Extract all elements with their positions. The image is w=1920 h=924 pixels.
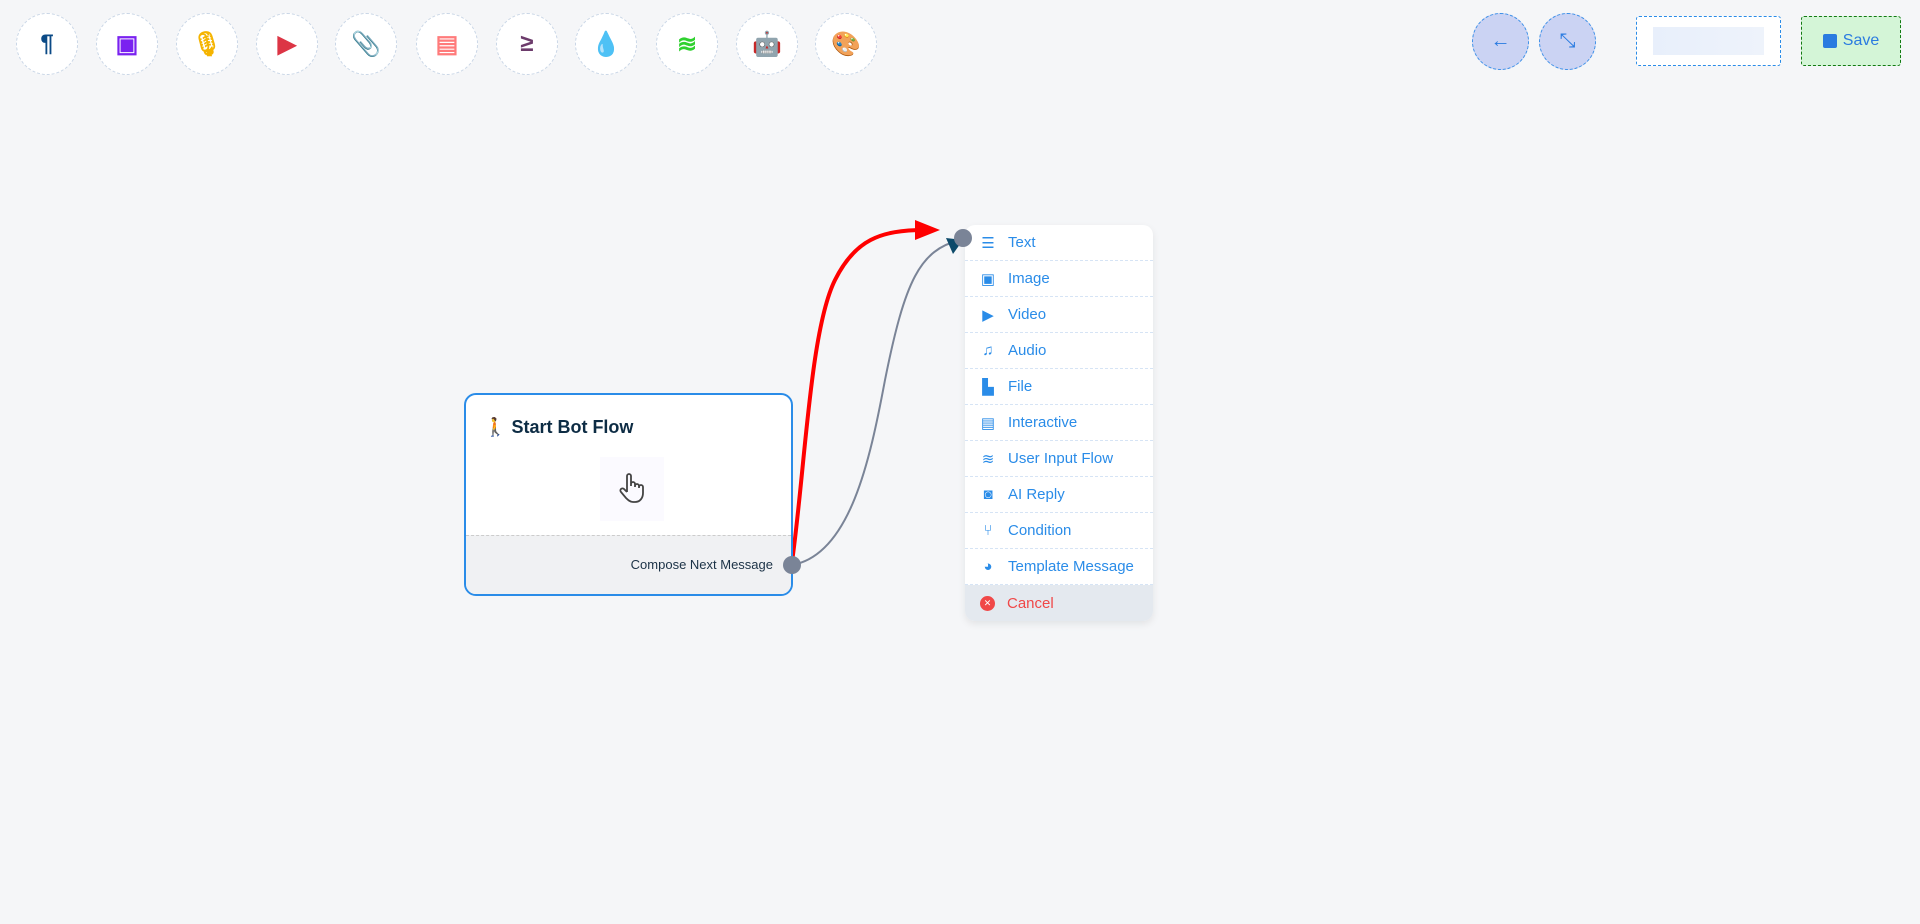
- greater-equal-icon: ≥: [520, 30, 534, 57]
- menu-item-label: File: [1008, 378, 1033, 395]
- save-label: Save: [1842, 32, 1880, 49]
- menu-item-label: Condition: [1008, 522, 1072, 539]
- tool-button-image[interactable]: ▣: [96, 13, 158, 75]
- palette-icon: 🎨: [831, 30, 861, 58]
- menu-item-audio[interactable]: ♫ Audio: [965, 333, 1153, 369]
- menu-item-label: User Input Flow: [1008, 450, 1114, 467]
- compress-button[interactable]: ⤡: [1539, 13, 1596, 70]
- flow-name-input[interactable]: [1653, 27, 1764, 55]
- file-icon: ▙: [982, 378, 994, 396]
- tool-button-newspaper[interactable]: ▤: [416, 13, 478, 75]
- newspaper-icon: ▤: [435, 30, 459, 58]
- text-icon: ☰: [981, 234, 995, 252]
- tool-button-youtube[interactable]: ▶: [256, 13, 318, 75]
- image-icon: ▣: [115, 30, 139, 58]
- edge[interactable]: [791, 239, 961, 566]
- back-button[interactable]: ←: [1472, 13, 1529, 70]
- arrow-left-icon: ←: [1490, 30, 1511, 52]
- menu-item-condition[interactable]: ⑂ Condition: [965, 513, 1153, 549]
- tool-button-greater-equal[interactable]: ≥: [496, 13, 558, 75]
- floppy-disk-icon: [1822, 34, 1837, 48]
- cancel-label: Cancel: [1007, 594, 1054, 612]
- menu-item-label: Interactive: [1008, 414, 1078, 431]
- node-title: Start Bot Flow: [511, 417, 634, 437]
- edge-active[interactable]: [790, 228, 926, 563]
- flow-name-field[interactable]: [1636, 16, 1781, 66]
- start-bot-flow-node[interactable]: 🚶 Start Bot Flow Compose Next Message: [464, 393, 793, 596]
- menu-item-label: Image: [1008, 270, 1050, 287]
- audio-icon: ♫: [982, 342, 994, 359]
- user-input-flow-icon: ≋: [981, 450, 995, 468]
- ai-reply-icon: ◙: [983, 486, 993, 503]
- interactive-icon: ▤: [980, 414, 996, 432]
- tool-button-paperclip[interactable]: 📎: [335, 13, 397, 75]
- tool-button-microphone[interactable]: 🎙: [176, 13, 238, 75]
- microphone-icon: 🎙: [191, 30, 223, 58]
- compress-icon: ⤡: [1559, 30, 1576, 52]
- image-icon: ▣: [980, 270, 996, 288]
- edge-active-arrowhead: [915, 220, 940, 240]
- menu-item-user-input-flow[interactable]: ≋ User Input Flow: [965, 441, 1153, 477]
- input-handle[interactable]: [954, 229, 972, 247]
- pointer-hand-icon: [600, 457, 664, 521]
- robot-icon: 🤖: [752, 30, 782, 58]
- paperclip-icon: 📎: [351, 30, 381, 58]
- menu-item-template-message[interactable]: ◕ Template Message: [965, 549, 1153, 585]
- message-type-menu: ☰ Text ▣ Image ▶ Video ♫ Audio ▙ File ▤ Interactive…: [965, 225, 1153, 621]
- tool-button-robot[interactable]: 🤖: [736, 13, 798, 75]
- tool-button-droplet[interactable]: 💧: [575, 13, 637, 75]
- menu-item-label: Video: [1008, 306, 1047, 323]
- template-message-icon: ◕: [983, 558, 993, 575]
- tool-button-palette[interactable]: 🎨: [815, 13, 877, 75]
- node-title-wrap: 🚶 Start Bot Flow: [484, 417, 633, 438]
- menu-item-video[interactable]: ▶ Video: [965, 297, 1153, 333]
- output-handle[interactable]: [783, 556, 801, 574]
- stack-icon: ≋: [676, 30, 698, 58]
- menu-item-file[interactable]: ▙ File: [965, 369, 1153, 405]
- compose-next-message-label: Compose Next Message: [630, 557, 773, 572]
- tool-button-stack[interactable]: ≋: [656, 13, 718, 75]
- node-footer: Compose Next Message: [466, 535, 791, 594]
- paragraph-icon: ¶: [40, 30, 54, 57]
- video-icon: ▶: [982, 306, 994, 324]
- menu-item-label: Template Message: [1008, 558, 1134, 575]
- menu-item-label: Audio: [1008, 342, 1047, 359]
- menu-item-ai-reply[interactable]: ◙ AI Reply: [965, 477, 1153, 513]
- menu-item-label: AI Reply: [1008, 486, 1065, 503]
- youtube-icon: ▶: [277, 30, 297, 58]
- walking-person-icon: 🚶: [484, 417, 507, 437]
- save-button[interactable]: Save: [1801, 16, 1901, 66]
- close-circle-icon: ✕: [980, 595, 995, 611]
- droplet-icon: 💧: [591, 30, 621, 58]
- tool-button-paragraph[interactable]: ¶: [16, 13, 78, 75]
- menu-item-interactive[interactable]: ▤ Interactive: [965, 405, 1153, 441]
- menu-item-image[interactable]: ▣ Image: [965, 261, 1153, 297]
- condition-icon: ⑂: [983, 522, 993, 539]
- menu-item-text[interactable]: ☰ Text: [965, 225, 1153, 261]
- menu-item-cancel[interactable]: ✕ Cancel: [965, 585, 1153, 621]
- menu-item-label: Text: [1008, 234, 1036, 251]
